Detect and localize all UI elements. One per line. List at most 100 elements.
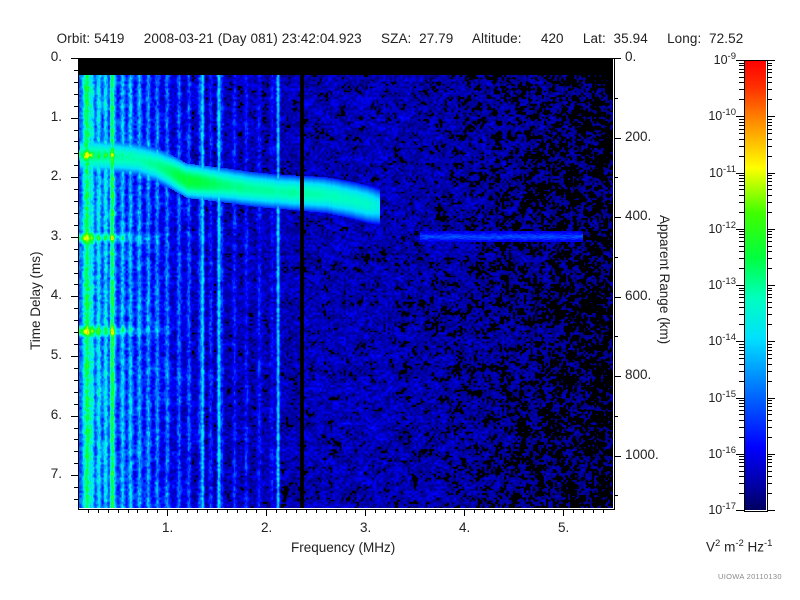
colorbar-tick-label: 10-12: [708, 220, 736, 237]
x-axis-minor-tick: [217, 509, 218, 513]
colorbar-minor-tick: [767, 410, 772, 411]
colorbar-major-tick: [767, 341, 775, 342]
x-axis-minor-tick: [128, 509, 129, 513]
y-axis-minor-tick: [74, 82, 78, 83]
y-axis-minor-tick: [74, 94, 78, 95]
colorbar-minor-tick-left: [739, 125, 744, 126]
y-axis-minor-tick: [74, 308, 78, 309]
y2-axis-tick-label: 0.: [625, 49, 637, 64]
colorbar-minor-tick: [767, 297, 772, 298]
colorbar-tick-label: 10-11: [709, 164, 736, 181]
y-axis-tick-label: 5.: [50, 347, 62, 362]
colorbar-minor-tick: [767, 99, 772, 100]
colorbar-minor-tick-left: [739, 258, 744, 259]
y-axis-minor-tick: [74, 141, 78, 142]
x-axis-minor-tick: [385, 509, 386, 513]
y2-axis-minor-tick: [614, 257, 618, 258]
x-axis-minor-tick: [98, 509, 99, 513]
colorbar-minor-tick: [767, 63, 772, 64]
colorbar-minor-tick-left: [739, 350, 744, 351]
x-axis-minor-tick: [256, 509, 257, 513]
x-axis-major-tick: [464, 509, 465, 516]
colorbar-minor-tick: [767, 268, 772, 269]
x-axis-minor-tick: [157, 509, 158, 513]
colorbar-minor-tick-left: [739, 122, 744, 123]
colorbar-tick-label: 10-10: [708, 107, 736, 124]
colorbar-tick-label: 10-17: [708, 501, 736, 518]
spectrogram-plot-area[interactable]: [78, 58, 613, 508]
x-axis-major-tick: [365, 509, 366, 516]
colorbar-minor-tick: [767, 400, 772, 401]
y-axis-minor-tick: [74, 380, 78, 381]
colorbar-minor-tick: [767, 456, 772, 457]
x-axis-major-tick: [563, 509, 564, 516]
colorbar-minor-tick-left: [739, 462, 744, 463]
colorbar-minor-tick: [767, 69, 772, 70]
y-axis-minor-tick: [74, 70, 78, 71]
colorbar-minor-tick-left: [739, 72, 744, 73]
y-axis-minor-tick: [74, 273, 78, 274]
colorbar-unit-label: V2 m-2 Hz-1: [706, 538, 773, 555]
colorbar-major-tick: [767, 60, 775, 61]
colorbar-minor-tick: [767, 122, 772, 123]
colorbar-minor-tick: [767, 324, 772, 325]
colorbar-minor-tick: [767, 189, 772, 190]
colorbar-minor-tick-left: [739, 65, 744, 66]
colorbar-minor-tick: [767, 77, 772, 78]
y-axis-minor-tick: [74, 284, 78, 285]
colorbar-minor-tick: [767, 258, 772, 259]
x-axis-minor-tick: [246, 509, 247, 513]
colorbar-gradient[interactable]: [744, 60, 766, 510]
colorbar-minor-tick: [767, 212, 772, 213]
colorbar-minor-tick-left: [739, 189, 744, 190]
y2-axis-tick-label: 1000.: [625, 447, 659, 462]
header-info-line: Orbit: 5419 2008-03-21 (Day 081) 23:42:0…: [56, 31, 744, 46]
colorbar-minor-tick: [767, 406, 772, 407]
colorbar-minor-tick: [767, 202, 772, 203]
colorbar-minor-tick: [767, 314, 772, 315]
colorbar-minor-tick: [767, 246, 772, 247]
y2-axis-minor-tick: [614, 416, 618, 417]
colorbar-minor-tick: [767, 493, 772, 494]
y-axis-minor-tick: [74, 165, 78, 166]
x-axis-minor-tick: [554, 509, 555, 513]
y2-axis-tick-label: 800.: [625, 367, 652, 382]
colorbar-minor-tick: [767, 371, 772, 372]
colorbar-minor-tick-left: [739, 156, 744, 157]
colorbar-minor-tick-left: [739, 403, 744, 404]
x-axis-minor-tick: [197, 509, 198, 513]
colorbar-minor-tick-left: [739, 483, 744, 484]
x-axis-minor-tick: [276, 509, 277, 513]
colorbar-minor-tick: [767, 354, 772, 355]
y2-axis-major-tick: [614, 376, 621, 377]
x-axis-title: Frequency (MHz): [291, 540, 396, 555]
colorbar-minor-tick: [767, 307, 772, 308]
colorbar-minor-tick-left: [739, 420, 744, 421]
colorbar-minor-tick-left: [739, 406, 744, 407]
colorbar-minor-tick-left: [739, 195, 744, 196]
x-axis-minor-tick: [583, 509, 584, 513]
colorbar-minor-tick: [767, 181, 772, 182]
watermark-label: UIOWA 20110130: [718, 572, 782, 581]
x-axis-minor-tick: [603, 509, 604, 513]
colorbar-minor-tick: [767, 133, 772, 134]
y-axis-tick-label: 0.: [50, 49, 62, 64]
x-axis-tick-label: 2.: [261, 520, 273, 535]
colorbar-minor-tick: [767, 234, 772, 235]
y2-axis-major-tick: [614, 217, 621, 218]
colorbar-minor-tick-left: [739, 302, 744, 303]
y-axis-minor-tick: [74, 344, 78, 345]
colorbar-minor-tick-left: [739, 358, 744, 359]
y-axis-tick-label: 6.: [50, 407, 62, 422]
y-axis-title: Time Delay (ms): [28, 251, 43, 350]
x-axis-minor-tick: [405, 509, 406, 513]
x-axis-minor-tick: [118, 509, 119, 513]
y2-axis-title: Apparent Range (km): [657, 215, 672, 345]
colorbar-minor-tick: [767, 146, 772, 147]
colorbar-tick-label: 10-13: [708, 276, 736, 293]
x-axis-minor-tick: [237, 509, 238, 513]
y-axis-major-tick: [71, 118, 78, 119]
y-axis-tick-label: 3.: [50, 228, 62, 243]
y2-axis-tick-label: 400.: [625, 208, 652, 223]
colorbar-major-tick-left: [736, 229, 744, 230]
